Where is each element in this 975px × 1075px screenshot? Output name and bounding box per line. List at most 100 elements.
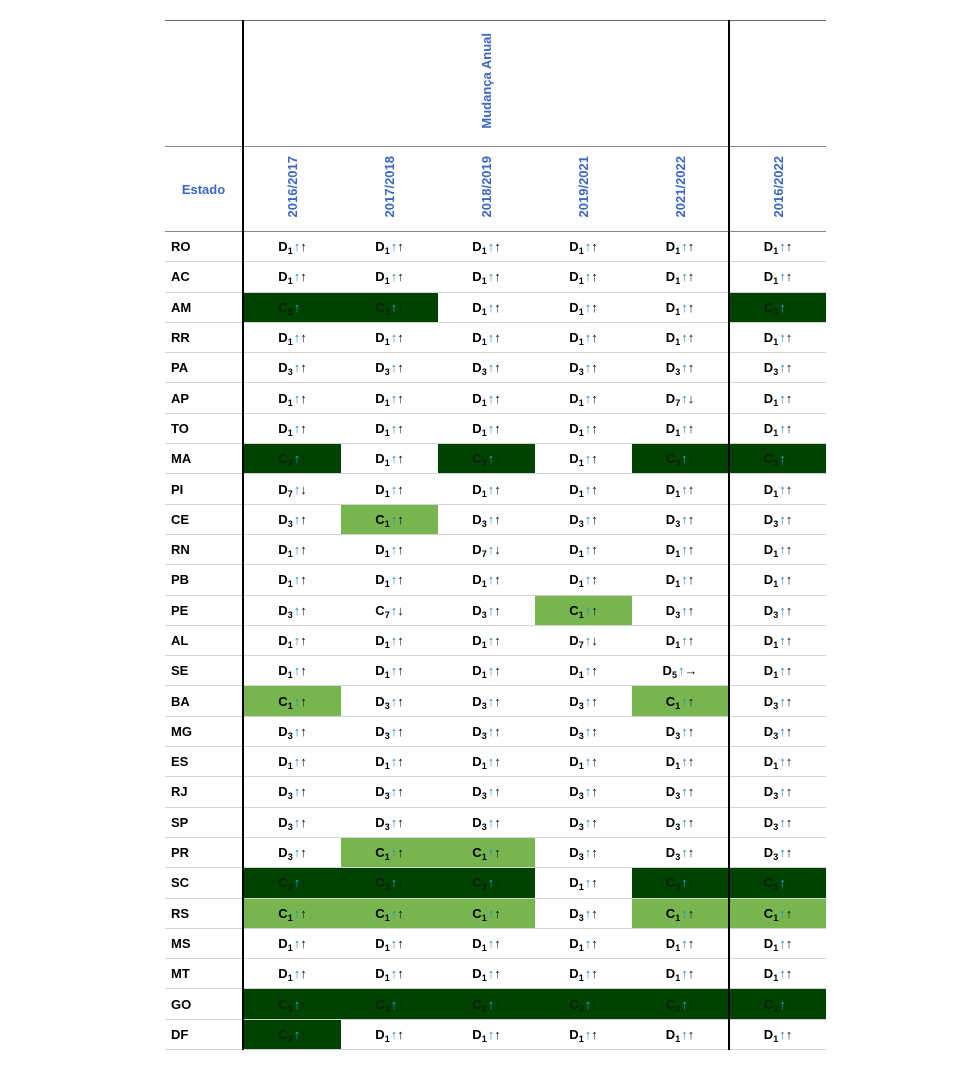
class-code: D1↑↑ <box>764 633 792 650</box>
class-code: D1↑↑ <box>472 421 500 438</box>
class-index: 5 <box>671 670 677 681</box>
class-cell: D1↑↑ <box>729 231 826 263</box>
class-cell: D3↑↑ <box>729 504 826 535</box>
class-letter: C <box>278 299 288 315</box>
class-letter: D <box>472 663 482 679</box>
class-letter: C <box>665 875 676 891</box>
state-cell: PE <box>165 595 243 626</box>
class-index: 1 <box>384 942 390 953</box>
class-cell: D3↑↑ <box>438 807 535 838</box>
direction-arrow-icon: ↑ <box>397 330 404 346</box>
class-code: D1↑↑ <box>569 451 597 468</box>
class-letter: C <box>375 996 385 1012</box>
trend-arrow-icon: ↑ <box>487 845 495 861</box>
trend-arrow-icon: ↑ <box>293 602 301 618</box>
direction-arrow-icon: ↑ <box>591 663 598 679</box>
direction-arrow-icon: ↑ <box>494 299 501 315</box>
class-code: D1↑↑ <box>472 966 500 983</box>
direction-arrow-icon: ↑ <box>591 481 598 497</box>
direction-arrow-icon: ↑ <box>785 845 793 861</box>
direction-arrow-icon: ↑ <box>397 814 404 830</box>
class-letter: D <box>472 1026 482 1042</box>
class-letter: C <box>278 875 288 891</box>
class-cell: D1↑↑ <box>729 473 826 505</box>
class-cell: D3↑↑ <box>729 807 826 838</box>
class-cell: D1↑↑ <box>535 382 632 414</box>
class-cell: D1↑↑ <box>535 655 632 687</box>
class-letter: D <box>763 420 774 436</box>
class-code: D3↑↑ <box>278 784 306 801</box>
class-letter: C <box>472 845 482 861</box>
class-index: 1 <box>675 427 681 438</box>
class-cell: D3↑↑ <box>341 776 438 808</box>
class-code: D1↑↑ <box>764 269 792 286</box>
class-letter: D <box>472 723 482 739</box>
column-header-label: 2017/2018 <box>382 155 397 218</box>
table-row: TO D1↑↑ D1↑↑ D1↑↑ D1↑↑ D1↑↑ D1↑↑ <box>165 413 826 445</box>
class-code: D1↑↑ <box>278 542 306 559</box>
trend-arrow-icon: ↑ <box>584 845 592 861</box>
class-cell: D3↑↑ <box>341 685 438 717</box>
state-cell: SP <box>165 807 243 838</box>
state-cell: SC <box>165 867 243 899</box>
trend-arrow-icon: ↑ <box>584 905 592 921</box>
direction-arrow-icon: ↑ <box>397 239 404 255</box>
class-code: C3↑↑ <box>665 875 694 892</box>
trend-arrow-icon: ↑ <box>293 693 301 709</box>
class-index: 1 <box>481 246 487 257</box>
trend-arrow-icon: ↑ <box>293 1026 301 1042</box>
class-cell: D3↑↑ <box>729 352 826 384</box>
class-code: D1↑↑ <box>278 663 307 680</box>
class-index: 1 <box>384 246 390 257</box>
direction-arrow-icon: ↑ <box>300 299 307 315</box>
class-letter: C <box>472 451 482 467</box>
table-row: MG D3↑↑ D3↑↑ D3↑↑ D3↑↑ D3↑↑ D3↑↑ <box>165 716 826 748</box>
class-letter: D <box>763 390 774 406</box>
class-cell: D1↑↑ <box>729 382 826 414</box>
class-letter: D <box>569 875 579 891</box>
class-index: 1 <box>578 579 584 590</box>
class-letter: D <box>569 935 579 951</box>
class-letter: D <box>665 935 676 951</box>
direction-arrow-icon: ↑ <box>397 875 404 891</box>
class-code: D1↑↑ <box>375 633 403 650</box>
class-cell: D1↑↑ <box>242 534 341 566</box>
trend-arrow-icon: ↑ <box>390 481 398 497</box>
class-cell: D1↑↑ <box>535 413 632 445</box>
class-cell: D3↑↑ <box>632 807 730 838</box>
class-index: 3 <box>675 518 681 529</box>
direction-arrow-icon: ↑ <box>785 966 793 982</box>
class-cell: D1↑↑ <box>242 746 341 778</box>
class-index: 1 <box>481 942 487 953</box>
class-index: 1 <box>384 640 390 650</box>
class-code: D1↑↑ <box>278 754 306 771</box>
class-cell: C3↑↑ <box>242 292 341 323</box>
trend-arrow-icon: ↑ <box>779 511 786 527</box>
trend-arrow-icon: ↑ <box>293 935 301 951</box>
class-cell: C1↑↑ <box>632 685 730 717</box>
class-code: D1↑↑ <box>278 330 306 347</box>
class-index: 1 <box>578 761 584 772</box>
class-index: 3 <box>675 609 681 620</box>
class-cell: D1↑↑ <box>729 746 826 778</box>
class-code: C1↑↑ <box>472 906 500 923</box>
class-letter: D <box>763 966 774 982</box>
class-code: D1↑↑ <box>666 1027 694 1044</box>
trend-arrow-icon: ↑ <box>487 754 495 770</box>
class-cell: D1↑↑ <box>729 958 826 990</box>
class-cell: D1↑↑ <box>729 928 826 960</box>
class-letter: D <box>569 633 579 648</box>
state-cell: DF <box>165 1019 243 1051</box>
class-code: D3↑↑ <box>666 815 694 832</box>
direction-arrow-icon: ↑ <box>591 420 598 436</box>
class-index: 3 <box>578 912 584 923</box>
class-code: D3↑↑ <box>375 814 404 832</box>
direction-arrow-icon: ↑ <box>494 784 501 800</box>
class-index: 1 <box>384 488 390 499</box>
direction-arrow-icon: ↑ <box>300 663 307 679</box>
class-letter: D <box>665 572 676 588</box>
class-cell: D1↑↑ <box>632 746 730 778</box>
class-code: C3↑↑ <box>764 997 792 1014</box>
class-index: 1 <box>384 973 390 984</box>
class-cell: D3↑↑ <box>535 776 632 808</box>
